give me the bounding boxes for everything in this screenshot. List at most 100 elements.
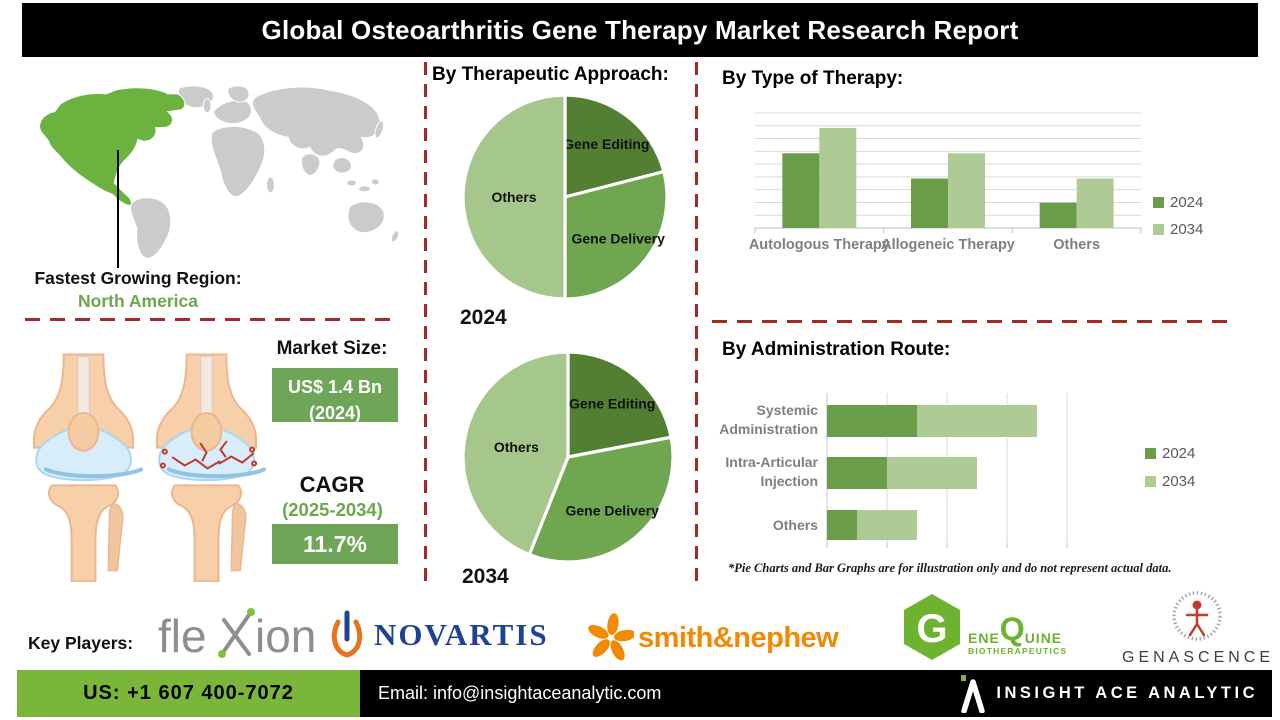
fastest-region-label: Fastest Growing Region: [34, 268, 242, 288]
south-america-shape [129, 197, 172, 259]
pie-slice [527, 435, 675, 564]
map-pointer-line [117, 150, 119, 268]
genequine-hexagon-icon: G [904, 594, 960, 660]
section-title-administration-route: By Administration Route: [722, 339, 951, 360]
hbar-2024 [827, 457, 887, 489]
pie-slice-label: Gene Delivery [572, 230, 666, 246]
pie-slice-label: Gene Editing [563, 136, 649, 152]
novartis-flame-icon [331, 610, 363, 658]
category-label: Systemic [757, 402, 819, 418]
category-label: Others [773, 517, 818, 533]
healthy-knee [31, 352, 144, 582]
australia-shape [347, 201, 385, 234]
bar-2034 [819, 127, 857, 228]
category-label: Administration [719, 421, 818, 437]
novartis-wordmark: NOVARTIS [374, 617, 549, 652]
right-divider-dashed [712, 320, 1232, 323]
pie-chart-2034: Gene Editing Gene Delivery Others [461, 350, 675, 564]
legend-label: 2034 [1162, 473, 1195, 490]
asia-shape [251, 86, 381, 157]
category-label: Allogeneic Therapy [881, 237, 1015, 253]
osteoarthritic-knee [154, 352, 267, 582]
market-size-label: Market Size: [276, 338, 388, 359]
japan-shape [374, 120, 385, 139]
insight-ace-a-icon [961, 674, 986, 713]
insight-ace-brand: INSIGHT ACE ANALYTIC [960, 674, 1258, 713]
cagr-value-box: 11.7% [272, 524, 398, 564]
genascence-emblem-icon [1172, 591, 1222, 641]
madagascar-shape [266, 176, 275, 194]
hbar-2024 [827, 405, 917, 437]
genequine-subtitle: BIOTHERAPEUTICS [968, 646, 1068, 656]
knee-joint-illustration [31, 352, 267, 582]
logo-smith-nephew: smith&nephew [588, 612, 839, 664]
page-title: Global Osteoarthritis Gene Therapy Marke… [261, 14, 1019, 45]
category-label: Intra-Articular [725, 454, 818, 470]
legend-label: 2024 [1162, 445, 1195, 462]
genequine-ene: ENE [968, 630, 1000, 646]
bar-2034 [1076, 178, 1114, 228]
pie-slice [563, 93, 666, 200]
genascence-wordmark: GENASCENCE [1122, 649, 1275, 666]
market-size-value: US$ 1.4 Bn [287, 377, 383, 397]
pie-slice [566, 350, 673, 459]
new-zealand-shape [390, 230, 400, 243]
disclaimer-text: *Pie Charts and Bar Graphs are for illus… [728, 561, 1172, 575]
svg-text:ion: ion [255, 610, 316, 662]
hbar-2034 [857, 510, 917, 540]
left-divider-dashed [25, 318, 398, 321]
pie-2024-year-label: 2024 [460, 306, 507, 329]
middle-left-dashed-line [424, 62, 427, 590]
market-size-value-box: US$ 1.4 Bn (2024) [272, 368, 398, 423]
pie-slice [461, 350, 570, 557]
smith-nephew-wordmark: smith&nephew [638, 621, 839, 654]
logo-flexion: fle ion [158, 602, 318, 668]
bar-2034 [948, 153, 985, 228]
india-shape [300, 153, 321, 176]
genequine-q: Q [999, 611, 1025, 647]
section-title-therapeutic-approach: By Therapeutic Approach: [432, 64, 669, 85]
pie-slice-label: Gene Editing [569, 396, 655, 412]
pie-slice-label: Gene Delivery [566, 502, 660, 518]
email-address: Email: info@insightaceanalytic.com [378, 683, 662, 703]
title-bar: Global Osteoarthritis Gene Therapy Marke… [22, 3, 1258, 57]
hbar-2034 [887, 457, 977, 489]
pie-2034-year-label: 2034 [462, 565, 509, 588]
svg-text:G: G [916, 607, 947, 651]
middle-right-dashed-line [695, 62, 698, 590]
bar-chart-administration-route: Systemic Administration Intra-Articular Inj… [719, 393, 1195, 548]
cagr-period: (2025-2034) [282, 499, 383, 520]
footer-phone-bar: US: +1 607 400-7072 [17, 670, 360, 717]
insight-ace-wordmark: INSIGHT ACE ANALYTIC [996, 684, 1258, 702]
hbar-2024 [827, 510, 857, 540]
uk-shape [202, 98, 212, 114]
world-map-icon [39, 85, 400, 259]
cagr-label: CAGR [299, 472, 365, 497]
fastest-region-value: North America [78, 291, 198, 311]
pie-slice-label: Others [491, 189, 536, 205]
scandinavia-shape [227, 85, 250, 103]
hbar-2034 [917, 405, 1037, 437]
phone-number: US: +1 607 400-7072 [83, 682, 294, 704]
bar-2024 [782, 153, 820, 228]
category-label: Others [1053, 237, 1100, 253]
key-players-label: Key Players: [28, 633, 134, 653]
bar-2024 [1039, 202, 1077, 228]
bar-2024 [911, 178, 948, 228]
pie-chart-2024: Gene Editing Gene Delivery Others [461, 93, 669, 301]
svg-text:fle: fle [158, 610, 207, 662]
flexion-wordmark-icon: fle ion [158, 608, 316, 662]
se-asia-shape [332, 157, 353, 174]
pie-slice-label: Others [494, 439, 539, 455]
logo-genascence: GENASCENCE [1122, 588, 1272, 667]
legend-label: 2024 [1170, 194, 1203, 211]
europe-shape [213, 99, 252, 125]
north-america-shape [39, 87, 186, 207]
logo-novartis: NOVARTIS [328, 608, 549, 662]
africa-shape [210, 126, 266, 198]
pie-slice [461, 93, 567, 301]
category-label: Autologous Therapy [749, 237, 890, 253]
smith-nephew-starburst-icon [588, 613, 634, 661]
